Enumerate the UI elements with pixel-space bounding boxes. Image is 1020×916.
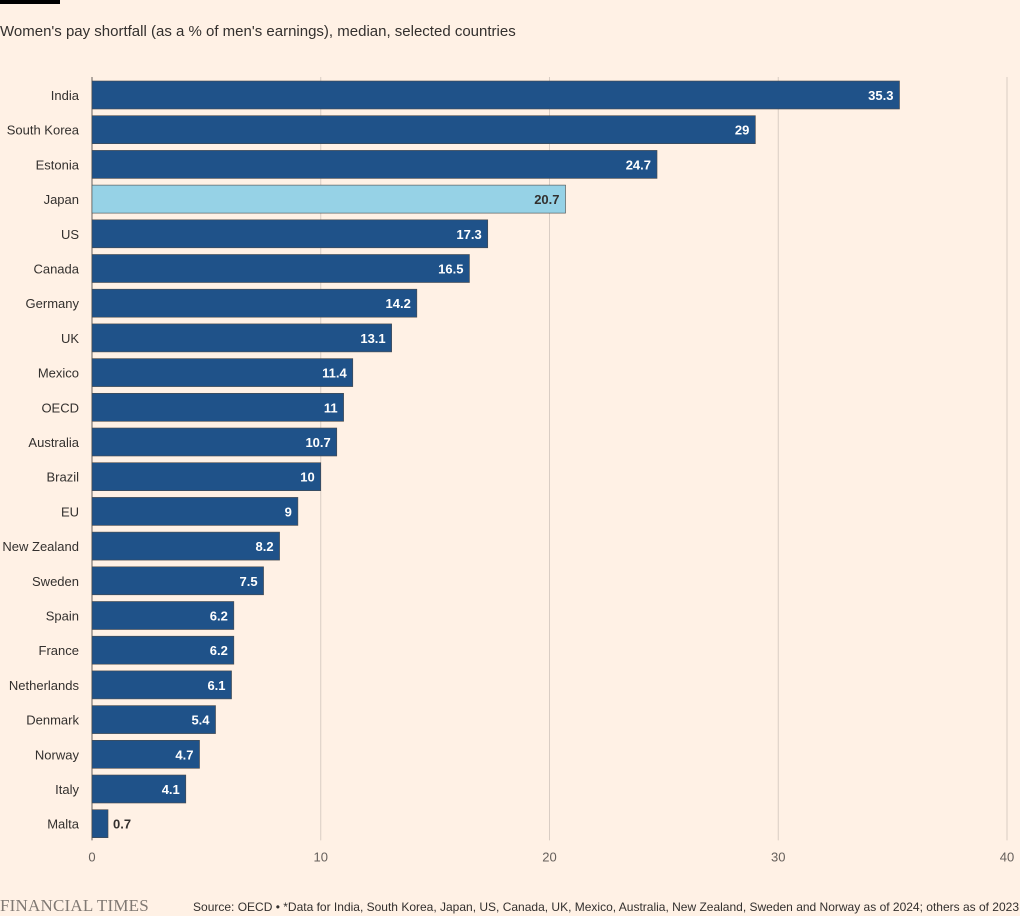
data-label: 17.3: [456, 227, 481, 242]
data-label: 20.7: [534, 192, 559, 207]
data-label: 10: [300, 470, 314, 485]
data-label: 6.2: [210, 609, 228, 624]
category-label: Denmark: [26, 713, 79, 728]
category-label: Norway: [35, 747, 80, 762]
category-label: India: [51, 88, 80, 103]
bar: [91, 115, 756, 145]
data-label: 0.7: [113, 817, 131, 832]
category-label: Japan: [44, 192, 79, 207]
data-label: 13.1: [360, 331, 385, 346]
bar: [91, 288, 418, 318]
category-label: EU: [61, 504, 79, 519]
bar: [91, 80, 900, 110]
bar: [91, 219, 489, 249]
data-label: 29: [735, 123, 749, 138]
bar-chart: 0 10 20 30 40 India 35.3 South Korea 29 Estonia 24…: [2, 77, 1014, 864]
category-label: Estonia: [36, 157, 80, 172]
bar: [91, 739, 200, 769]
data-label: 6.2: [210, 643, 228, 658]
x-tick-label: 10: [314, 849, 328, 864]
data-label: 4.7: [175, 747, 193, 762]
category-label: Brazil: [46, 470, 79, 485]
bar: [91, 774, 187, 804]
data-label: 7.5: [239, 574, 257, 589]
bar: [91, 566, 264, 596]
bar: [91, 497, 299, 526]
source-note: Source: OECD • *Data for India, South Ko…: [193, 900, 1019, 914]
category-label: Malta: [47, 817, 80, 832]
bar: [91, 323, 392, 353]
brand-logo: FINANCIAL TIMES: [0, 896, 149, 915]
category-label: Spain: [46, 609, 79, 624]
category-label: UK: [61, 331, 79, 346]
category-label: OECD: [41, 400, 79, 415]
x-tick-label: 0: [88, 849, 95, 864]
category-label: Sweden: [32, 574, 79, 589]
bar: [91, 254, 470, 283]
category-label: Netherlands: [9, 678, 80, 693]
data-label: 11.4: [322, 366, 347, 381]
top-accent-bar: [0, 0, 60, 4]
data-label: 9: [285, 504, 292, 519]
chart-title: Women's pay shortfall (as a % of men's e…: [0, 23, 516, 40]
bar: [91, 358, 354, 387]
category-label: New Zealand: [2, 539, 79, 554]
bar: [91, 809, 109, 839]
bar: [91, 635, 235, 665]
data-label: 14.2: [386, 296, 411, 311]
x-tick-label: 20: [542, 849, 556, 864]
data-label: 10.7: [305, 435, 330, 450]
bar: [91, 184, 566, 214]
category-label: Australia: [28, 435, 79, 450]
bar: [91, 705, 216, 734]
data-label: 6.1: [207, 678, 225, 693]
category-label: US: [61, 227, 79, 242]
category-label: Italy: [55, 782, 79, 797]
x-tick-label: 30: [771, 849, 785, 864]
data-label: 8.2: [255, 539, 273, 554]
data-label: 16.5: [438, 262, 463, 277]
data-label: 11: [324, 400, 338, 415]
bar: [91, 392, 344, 422]
bar: [91, 150, 658, 179]
data-label: 4.1: [162, 782, 180, 797]
category-label: Germany: [26, 296, 80, 311]
category-label: South Korea: [7, 123, 80, 138]
bar: [91, 670, 232, 700]
data-label: 24.7: [626, 157, 651, 172]
bar: [91, 427, 338, 457]
bar: [91, 462, 322, 492]
data-label: 35.3: [868, 88, 893, 103]
category-label: Canada: [33, 262, 79, 277]
bar: [91, 531, 280, 561]
x-tick-label: 40: [1000, 849, 1014, 864]
data-label: 5.4: [191, 713, 210, 728]
category-label: France: [39, 643, 79, 658]
category-label: Mexico: [38, 366, 79, 381]
bar: [91, 601, 235, 630]
